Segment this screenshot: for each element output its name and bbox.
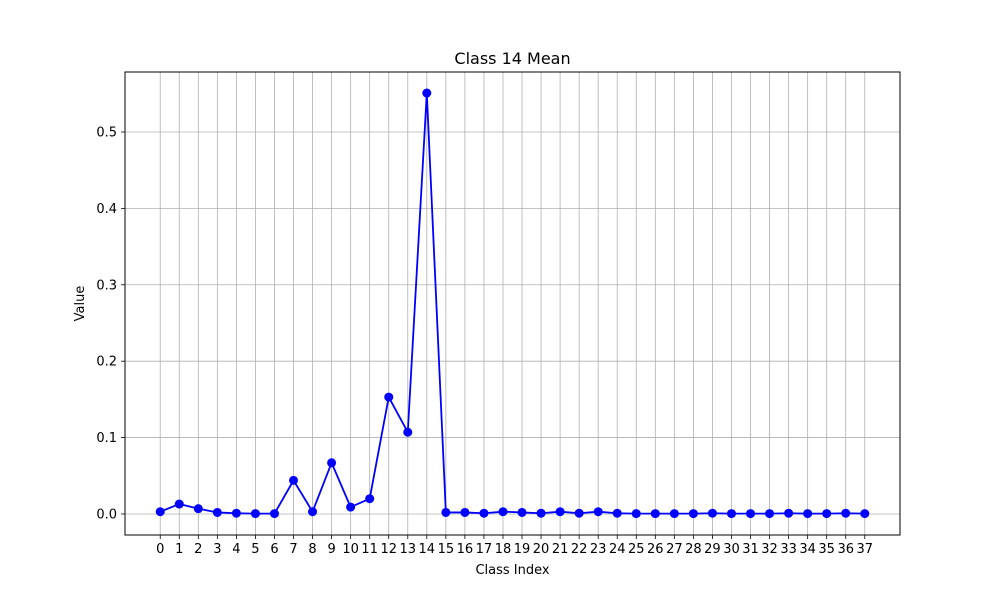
x-tick-label: 34 <box>799 542 816 557</box>
data-point <box>593 507 603 517</box>
data-point <box>308 507 318 517</box>
x-tick-label: 29 <box>704 542 721 557</box>
x-tick-label: 18 <box>495 542 512 557</box>
data-point <box>784 508 794 518</box>
data-point <box>841 508 851 518</box>
data-point <box>765 509 775 519</box>
data-series <box>155 88 870 519</box>
x-tick-label: 36 <box>837 542 854 557</box>
data-point <box>555 507 565 517</box>
y-tick-label: 0.3 <box>96 278 117 293</box>
x-tick-label: 25 <box>628 542 645 557</box>
data-point <box>631 509 641 519</box>
y-tick-label: 0.1 <box>96 431 117 446</box>
data-point <box>193 504 203 514</box>
data-point <box>688 509 698 519</box>
x-tick-label: 24 <box>609 542 626 557</box>
data-point <box>155 507 165 517</box>
x-tick-label: 7 <box>289 542 297 557</box>
x-tick-label: 27 <box>666 542 683 557</box>
x-tick-label: 3 <box>213 542 221 557</box>
x-tick-label: 15 <box>438 542 455 557</box>
x-axis-label: Class Index <box>475 563 549 578</box>
data-point <box>460 507 470 517</box>
x-tick-label: 19 <box>514 542 531 557</box>
plot-area-frame <box>124 71 901 536</box>
chart-title: Class 14 Mean <box>454 49 570 68</box>
y-tick-label: 0.2 <box>96 355 117 370</box>
data-point <box>574 508 584 518</box>
x-tick-label: 30 <box>723 542 740 557</box>
x-tick-label: 2 <box>194 542 202 557</box>
x-tick-label: 31 <box>742 542 759 557</box>
x-tick-label: 9 <box>327 542 335 557</box>
x-tick-label: 21 <box>552 542 569 557</box>
x-tick-label: 4 <box>232 542 240 557</box>
data-point <box>650 509 660 519</box>
axis-ticks: 0 1 2 3 4 5 6 7 8 9 10 11 12 13 14 15 16 17 18 19 20 21 22 23 24… <box>96 125 873 557</box>
data-point <box>441 507 451 517</box>
data-point <box>403 427 413 437</box>
x-tick-label: 23 <box>590 542 607 557</box>
data-point <box>250 509 260 519</box>
x-tick-label: 22 <box>571 542 588 557</box>
y-axis-label: Value <box>73 286 88 322</box>
x-tick-label: 20 <box>533 542 550 557</box>
data-point <box>479 508 489 518</box>
data-point <box>212 507 222 517</box>
x-tick-label: 12 <box>380 542 397 557</box>
data-point <box>289 475 299 485</box>
data-point <box>422 88 432 98</box>
x-tick-label: 35 <box>818 542 835 557</box>
x-tick-label: 13 <box>399 542 416 557</box>
x-tick-label: 11 <box>361 542 378 557</box>
data-point <box>174 499 184 509</box>
data-point <box>803 509 813 519</box>
grid-lines <box>125 72 900 535</box>
y-tick-label: 0.5 <box>96 125 117 140</box>
x-tick-label: 14 <box>419 542 436 557</box>
x-tick-label: 5 <box>251 542 259 557</box>
y-tick-label: 0.0 <box>96 507 117 522</box>
data-point <box>536 508 546 518</box>
x-tick-label: 17 <box>476 542 493 557</box>
data-point <box>746 509 756 519</box>
data-point <box>327 458 337 468</box>
data-point <box>384 392 394 402</box>
data-point <box>860 509 870 519</box>
data-point <box>822 509 832 519</box>
data-point <box>365 494 375 504</box>
x-tick-label: 37 <box>856 542 873 557</box>
x-tick-label: 28 <box>685 542 702 557</box>
data-point <box>669 509 679 519</box>
x-tick-label: 6 <box>270 542 278 557</box>
data-point <box>346 502 356 512</box>
x-tick-label: 32 <box>761 542 778 557</box>
data-point <box>707 508 717 518</box>
x-tick-label: 10 <box>342 542 359 557</box>
x-tick-label: 8 <box>308 542 316 557</box>
data-point <box>517 507 527 517</box>
x-tick-label: 0 <box>156 542 164 557</box>
data-point <box>231 508 241 518</box>
data-point <box>269 509 279 519</box>
x-tick-label: 33 <box>780 542 797 557</box>
data-point <box>498 507 508 517</box>
y-tick-label: 0.4 <box>96 202 117 217</box>
x-tick-label: 16 <box>457 542 474 557</box>
data-point <box>612 508 622 518</box>
x-tick-label: 26 <box>647 542 664 557</box>
data-point <box>726 509 736 519</box>
x-tick-label: 1 <box>175 542 183 557</box>
